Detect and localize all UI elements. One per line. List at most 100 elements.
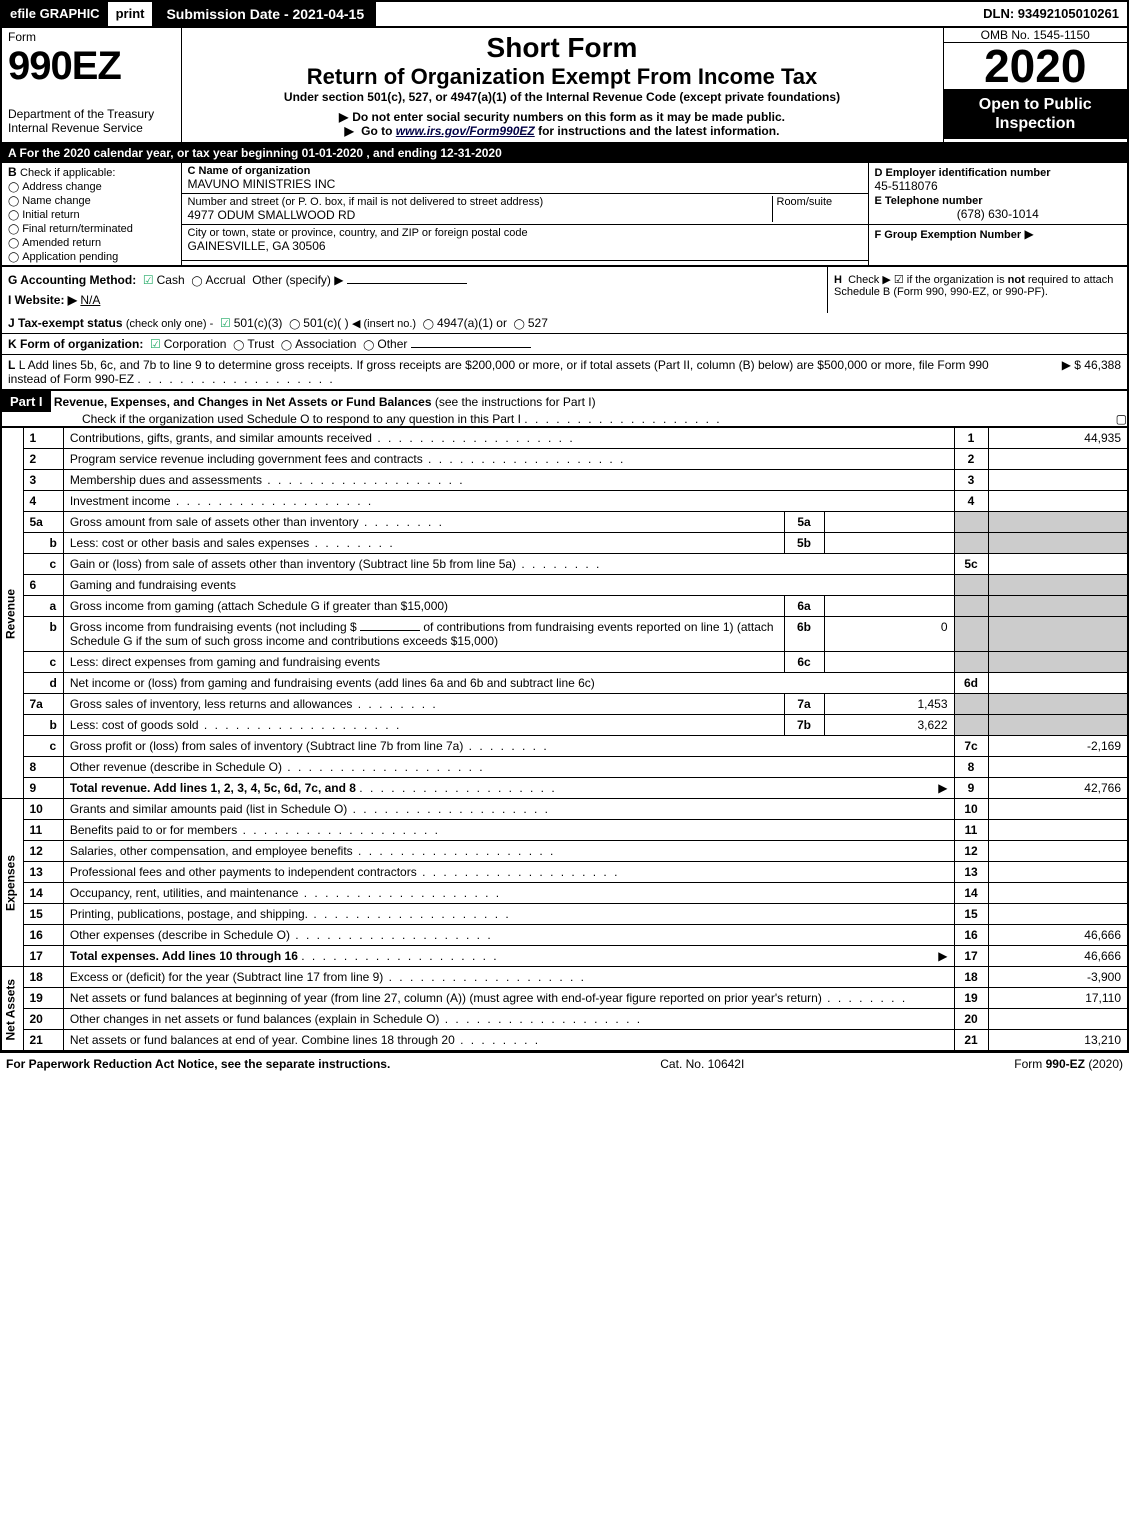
l19-num: 19 xyxy=(23,988,63,1009)
section-a-bar: A For the 2020 calendar year, or tax yea… xyxy=(0,144,1129,162)
l4-num: 4 xyxy=(23,491,63,512)
org-other-input[interactable] xyxy=(411,347,531,348)
l5b-sln: 5b xyxy=(784,533,824,554)
form-number: 990EZ xyxy=(8,44,175,89)
l2-desc: Program service revenue including govern… xyxy=(70,452,626,466)
check-final-return[interactable]: Final return/terminated xyxy=(8,223,133,235)
footer: For Paperwork Reduction Act Notice, see … xyxy=(0,1052,1129,1075)
l6a-num: a xyxy=(23,596,63,617)
form-header: Form 990EZ Department of the Treasury In… xyxy=(0,26,1129,144)
l7b-samt: 3,622 xyxy=(824,715,954,736)
l6b-input[interactable] xyxy=(360,630,420,631)
l7a-desc: Gross sales of inventory, less returns a… xyxy=(70,697,438,711)
l6b-samt: 0 xyxy=(824,617,954,652)
accounting-accrual[interactable]: Accrual xyxy=(191,273,245,287)
shade-cell xyxy=(954,512,988,533)
l5b-desc: Less: cost or other basis and sales expe… xyxy=(70,536,395,550)
l7a-samt: 1,453 xyxy=(824,694,954,715)
tax-year: 2020 xyxy=(944,43,1128,89)
accounting-other-input[interactable] xyxy=(347,283,467,284)
status-501c3[interactable]: 501(c)(3) xyxy=(220,316,282,330)
open-to-public: Open to Public Inspection xyxy=(944,89,1128,139)
ein-value: 45-5118076 xyxy=(875,179,938,193)
org-trust[interactable]: Trust xyxy=(233,337,274,351)
l6d-lineno: 6d xyxy=(954,673,988,694)
l11-num: 11 xyxy=(23,820,63,841)
footer-right-pre: Form xyxy=(1014,1057,1045,1071)
line-j-label: J Tax-exempt status xyxy=(8,316,123,330)
l10-amt xyxy=(988,799,1128,820)
l6c-num: c xyxy=(23,652,63,673)
l8-amt xyxy=(988,757,1128,778)
shade-cell xyxy=(954,715,988,736)
l20-desc: Other changes in net assets or fund bala… xyxy=(70,1012,642,1026)
shade-cell xyxy=(988,512,1128,533)
org-corporation[interactable]: Corporation xyxy=(150,337,226,351)
street-value: 4977 ODUM SMALLWOOD RD xyxy=(188,208,772,222)
part1-check-text: Check if the organization used Schedule … xyxy=(2,412,521,426)
l18-desc: Excess or (deficit) for the year (Subtra… xyxy=(70,970,586,984)
l18-num: 18 xyxy=(23,967,63,988)
l10-lineno: 10 xyxy=(954,799,988,820)
l19-desc: Net assets or fund balances at beginning… xyxy=(70,991,907,1005)
l5a-desc: Gross amount from sale of assets other t… xyxy=(70,515,444,529)
l15-amt xyxy=(988,904,1128,925)
l6d-amt xyxy=(988,673,1128,694)
status-527[interactable]: 527 xyxy=(514,316,548,330)
line-h-not: not xyxy=(1008,274,1025,286)
irs-link[interactable]: www.irs.gov/Form990EZ xyxy=(396,124,535,138)
l7b-desc: Less: cost of goods sold xyxy=(70,718,401,732)
info-table: B Check if applicable: Address change Na… xyxy=(0,162,1129,267)
check-amended-return[interactable]: Amended return xyxy=(8,237,101,249)
l5a-samt xyxy=(824,512,954,533)
l14-desc: Occupancy, rent, utilities, and maintena… xyxy=(70,886,501,900)
status-501c[interactable]: 501(c)( ) xyxy=(289,316,349,330)
l13-amt xyxy=(988,862,1128,883)
l21-amt: 13,210 xyxy=(988,1030,1128,1052)
submission-date: Submission Date - 2021-04-15 xyxy=(154,2,376,26)
l16-desc: Other expenses (describe in Schedule O) xyxy=(70,928,493,942)
l13-num: 13 xyxy=(23,862,63,883)
l13-desc: Professional fees and other payments to … xyxy=(70,865,620,879)
shade-cell xyxy=(988,575,1128,596)
box-b-label: B xyxy=(8,165,17,179)
check-name-change[interactable]: Name change xyxy=(8,195,91,207)
l1-num: 1 xyxy=(23,428,63,449)
form-label: Form xyxy=(8,30,175,44)
l7b-num: b xyxy=(23,715,63,736)
part1-checkbox[interactable]: ▢ xyxy=(1116,412,1127,426)
l4-desc: Investment income xyxy=(70,494,373,508)
dept-treasury: Department of the Treasury xyxy=(8,107,175,121)
l10-num: 10 xyxy=(23,799,63,820)
l20-num: 20 xyxy=(23,1009,63,1030)
check-initial-return[interactable]: Initial return xyxy=(8,209,80,221)
status-4947[interactable]: 4947(a)(1) or xyxy=(423,316,507,330)
street-label: Number and street (or P. O. box, if mail… xyxy=(188,196,772,208)
line-j-sub: (check only one) - xyxy=(126,318,213,330)
org-association[interactable]: Association xyxy=(281,337,357,351)
goto-post: for instructions and the latest informat… xyxy=(538,124,779,138)
shade-cell xyxy=(988,617,1128,652)
l12-desc: Salaries, other compensation, and employ… xyxy=(70,844,556,858)
print-label[interactable]: print xyxy=(108,2,155,26)
vlabel-expenses: Expenses xyxy=(1,799,23,967)
l5b-samt xyxy=(824,533,954,554)
l12-amt xyxy=(988,841,1128,862)
l6c-sln: 6c xyxy=(784,652,824,673)
shade-cell xyxy=(954,533,988,554)
shade-cell xyxy=(988,652,1128,673)
l9-num: 9 xyxy=(23,778,63,799)
dln-number: DLN: 93492105010261 xyxy=(975,2,1127,26)
l6b-sln: 6b xyxy=(784,617,824,652)
accounting-cash[interactable]: Cash xyxy=(143,273,185,287)
org-other[interactable]: Other xyxy=(363,337,407,351)
status-insert: ◀ (insert no.) xyxy=(352,318,416,330)
org-name: MAVUNO MINISTRIES INC xyxy=(188,177,862,191)
l1-desc: Contributions, gifts, grants, and simila… xyxy=(70,431,575,445)
l8-num: 8 xyxy=(23,757,63,778)
check-address-change[interactable]: Address change xyxy=(8,181,102,193)
l14-lineno: 14 xyxy=(954,883,988,904)
l9-lineno: 9 xyxy=(954,778,988,799)
check-application-pending[interactable]: Application pending xyxy=(8,251,118,263)
line-k-label: K Form of organization: xyxy=(8,337,143,351)
